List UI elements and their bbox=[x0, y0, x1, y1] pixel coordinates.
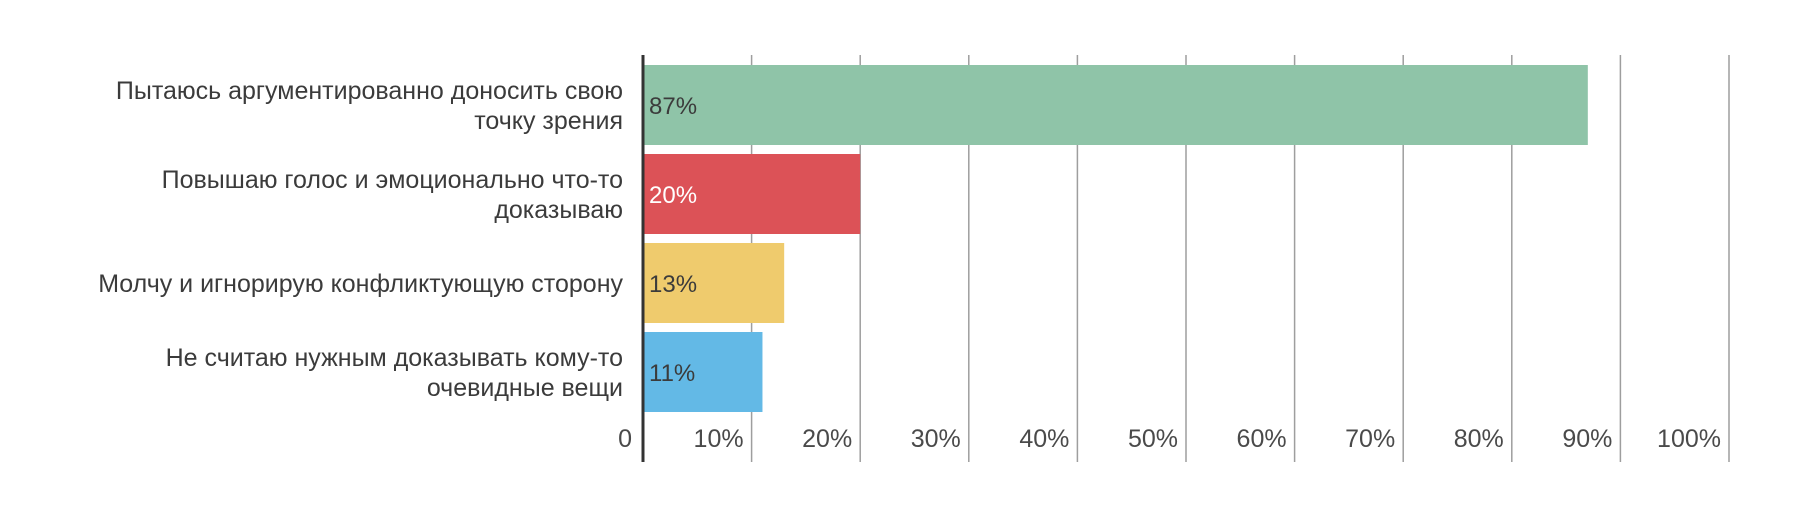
x-tick-labels: 0 10% 20% 30% 40% 50% 60% 70% 80% 90% 100% bbox=[618, 425, 1721, 453]
category-label-line: Пытаюсь аргументированно доносить свою bbox=[116, 77, 623, 105]
category-label-line: доказываю bbox=[494, 196, 623, 224]
data-label: 11% bbox=[649, 360, 695, 387]
bar bbox=[643, 243, 785, 323]
bars bbox=[643, 65, 1588, 412]
x-tick-label: 0 bbox=[618, 425, 632, 453]
data-label: 13% bbox=[649, 271, 697, 298]
bar bbox=[643, 332, 763, 412]
x-tick-label: 100% bbox=[1657, 425, 1721, 453]
category-label-line: Молчу и игнорирую конфликтующую сторону bbox=[98, 270, 623, 298]
category-label-line: Повышаю голос и эмоционально что-то bbox=[162, 166, 623, 194]
category-label: Не считаю нужным доказывать кому-то очеви… bbox=[166, 344, 623, 402]
category-label-line: точку зрения bbox=[474, 107, 623, 135]
category-label-line: очевидные вещи bbox=[427, 374, 623, 402]
bar bbox=[643, 154, 861, 234]
x-tick-label: 50% bbox=[1128, 425, 1178, 453]
category-label: Молчу и игнорирую конфликтующую сторону bbox=[98, 270, 623, 298]
x-tick-label: 20% bbox=[802, 425, 852, 453]
data-label: 87% bbox=[649, 93, 697, 120]
category-label-line: Не считаю нужным доказывать кому-то bbox=[166, 344, 623, 372]
category-label: Пытаюсь аргументированно доносить свою то… bbox=[116, 77, 623, 135]
x-tick-label: 30% bbox=[911, 425, 961, 453]
category-labels: Пытаюсь аргументированно доносить свою то… bbox=[98, 77, 623, 402]
x-tick-label: 60% bbox=[1237, 425, 1287, 453]
x-tick-label: 40% bbox=[1019, 425, 1069, 453]
bar bbox=[643, 65, 1588, 145]
x-tick-label: 80% bbox=[1454, 425, 1504, 453]
x-tick-label: 70% bbox=[1345, 425, 1395, 453]
x-tick-label: 90% bbox=[1562, 425, 1612, 453]
data-label: 20% bbox=[649, 182, 697, 209]
category-label: Повышаю голос и эмоционально что-то доказ… bbox=[162, 166, 623, 224]
data-labels: 87% 20% 13% 11% bbox=[649, 93, 697, 387]
x-tick-label: 10% bbox=[694, 425, 744, 453]
